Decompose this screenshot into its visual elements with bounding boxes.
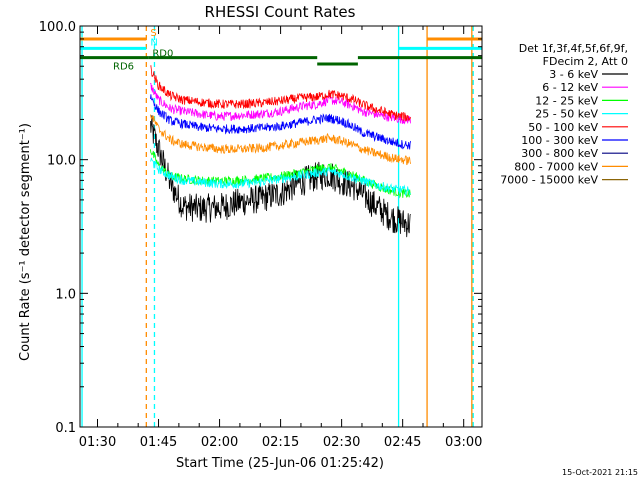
legend-entry-label: 25 - 50 keV (535, 108, 598, 121)
x-axis-label: Start Time (25-Jun-06 01:25:42) (176, 456, 384, 471)
legend-entry-label: 12 - 25 keV (535, 94, 598, 107)
series-line (150, 94, 411, 150)
x-tick-label: 02:45 (384, 435, 421, 450)
series-line (150, 157, 411, 197)
y-axis-label: Count Rate (s⁻¹ detector segment⁻¹) (18, 123, 33, 361)
y-tick-label: 0.1 (55, 421, 76, 436)
series-line (150, 114, 411, 166)
x-tick-label: 01:45 (140, 435, 177, 450)
state-marker-label: S (150, 28, 156, 39)
x-tick-label: 03:00 (445, 435, 482, 450)
plot-frame (79, 25, 483, 428)
x-tick-label: 02:15 (262, 435, 299, 450)
legend-entry-label: 7000 - 15000 keV (500, 174, 598, 187)
x-tick-label: 01:30 (79, 435, 116, 450)
legend-entry-label: 300 - 800 keV (521, 147, 598, 160)
legend-entry-label: 100 - 300 keV (521, 134, 598, 147)
chart-title: RHESSI Count Rates (205, 3, 356, 21)
legend-entry-label: 6 - 12 keV (542, 81, 598, 94)
y-tick-label: 1.0 (55, 287, 76, 302)
state-marker-label: RD0 (152, 49, 173, 60)
y-tick-label: 10.0 (47, 154, 76, 169)
generation-timestamp: 15-Oct-2021 21:15 (562, 468, 638, 477)
legend-header-line-2: FDecim 2, Att 0 (543, 55, 628, 68)
state-marker-label: RD6 (113, 62, 134, 73)
series-line (150, 115, 411, 238)
state-marker-label: N (150, 37, 157, 48)
series-line (150, 65, 411, 122)
x-tick-label: 02:30 (323, 435, 360, 450)
series-line (150, 149, 411, 199)
legend-entry-label: 3 - 6 keV (549, 68, 598, 81)
x-tick-label: 02:00 (201, 435, 238, 450)
legend-entry-label: 800 - 7000 keV (514, 160, 598, 173)
legend-header-line-1: Det 1f,3f,4f,5f,6f,9f, (519, 42, 628, 55)
y-tick-label: 100.0 (39, 20, 76, 35)
legend-entry-label: 50 - 100 keV (528, 121, 598, 134)
